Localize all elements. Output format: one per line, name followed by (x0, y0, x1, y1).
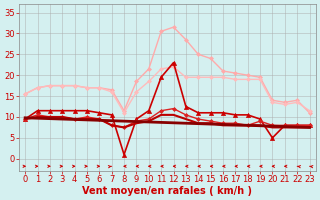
X-axis label: Vent moyen/en rafales ( km/h ): Vent moyen/en rafales ( km/h ) (82, 186, 252, 196)
